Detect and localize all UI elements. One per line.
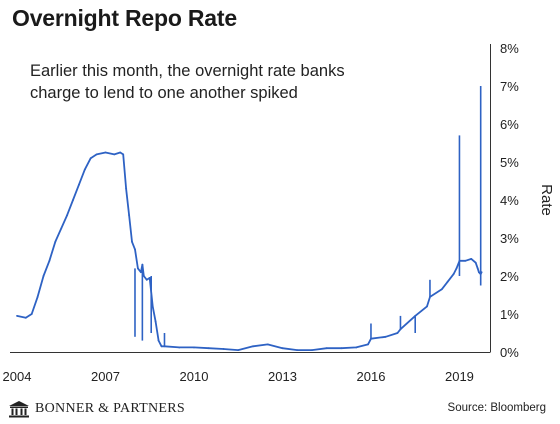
data-point [296,349,299,351]
data-point [478,271,480,274]
y-tick-label: 2% [500,269,519,284]
building-columns-icon [9,401,29,418]
data-point [355,346,358,349]
data-point [266,343,269,346]
x-tick-label: 2019 [445,369,474,384]
data-point [137,267,139,270]
chart-title: Overnight Repo Rate [12,5,237,31]
data-point [95,153,98,156]
data-point [340,347,343,350]
data-point [367,343,369,346]
data-point [139,271,142,274]
data-point [470,258,473,260]
ticks: 2004 2007 2010 2013 2016 2019 0% 1% 2% 3% 4% 5% 6% 7%… [3,41,520,384]
y-tick-label: 8% [500,41,519,56]
data-point [193,346,195,349]
data-point [476,267,479,270]
axes [10,44,491,353]
series-layer [16,86,483,352]
y-tick-label: 5% [500,155,519,170]
data-point [83,168,86,171]
data-point [72,199,74,201]
data-point [78,183,80,186]
data-point [125,187,128,190]
data-point [281,347,284,350]
data-point [311,349,313,351]
x-tick-label: 2010 [180,369,209,384]
data-point [131,240,133,243]
data-point [148,277,151,279]
data-point [145,278,148,281]
data-point [154,320,157,323]
data-point [464,259,467,262]
data-point [66,214,69,217]
data-point [122,153,125,156]
data-point [54,240,57,243]
data-point [42,275,45,277]
data-point [160,345,163,348]
data-point [237,349,240,351]
data-point [440,288,443,291]
data-point [474,261,477,264]
source-note: Source: Bloomberg [447,402,546,414]
y-axis-label: Rate [538,184,555,216]
y-tick-label: 0% [500,345,519,360]
data-point [178,346,181,349]
data-point [36,296,39,298]
data-point [48,259,51,262]
brand-name: BONNER & PARTNERS [35,401,185,416]
data-point [128,214,130,217]
x-tick-label: 2016 [357,369,386,384]
data-point [60,227,63,230]
brand-logo: BONNER & PARTNERS [8,400,185,418]
data-point [151,305,154,308]
data-point [384,335,387,338]
x-tick-label: 2013 [268,369,297,384]
data-point [119,151,122,154]
data-point [134,248,136,251]
y-tick-label: 6% [500,117,519,132]
data-point [104,151,107,154]
chart-annotation: Earlier this month, the overnight rate b… [30,62,345,102]
data-point [142,275,145,277]
data-point [24,316,27,319]
data-point [89,157,92,160]
data-point [252,345,254,348]
data-point [16,315,18,317]
data-point [455,267,458,270]
y-tick-label: 1% [500,307,519,322]
data-point [452,273,455,275]
x-tick-label: 2004 [3,369,32,384]
data-point [396,332,399,334]
y-tick-label: 3% [500,231,519,246]
series-line [16,151,483,352]
data-point [113,153,116,156]
y-tick-label: 4% [500,193,519,208]
x-tick-label: 2007 [91,369,120,384]
data-point [157,339,160,342]
data-point [446,280,449,283]
data-point [207,347,210,350]
data-point [325,347,328,350]
y-tick-label: 7% [500,79,519,94]
chart-area: 2004 2007 2010 2013 2016 2019 0% 1% 2% 3% 4% 5% 6% 7%… [3,41,555,384]
data-point [30,313,33,315]
data-point [222,348,225,350]
data-point [426,305,428,308]
